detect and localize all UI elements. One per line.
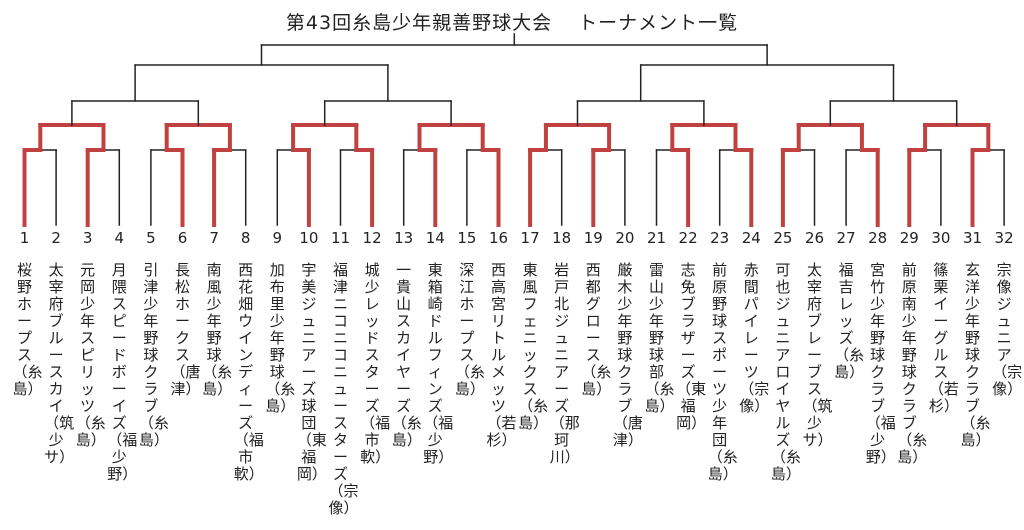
team-name: 西花畑ウインディーズ（福市軟）: [233, 261, 264, 483]
tournament-name: 第43回糸島少年親善野球大会: [285, 12, 553, 34]
team-name: 宮竹少年野球クラブ（福少野）: [865, 261, 896, 466]
team-number: 25: [773, 229, 793, 247]
team-number: 19: [583, 229, 603, 247]
team-name: 加布里少年野球（糸島）: [265, 261, 296, 415]
team-number: 10: [299, 229, 319, 247]
team-number: 8: [240, 229, 251, 247]
team-name: 太宰府ブレーブス（筑少サ）: [802, 261, 833, 449]
team-name: 元岡少年スピリッツ（糸島）: [75, 261, 106, 449]
team-name: 桜野ホープス（糸島）: [12, 261, 43, 398]
team-number: 18: [552, 229, 572, 247]
team-number: 17: [520, 229, 540, 247]
team-number: 16: [488, 229, 509, 247]
team-number: 27: [836, 229, 856, 247]
team-number: 21: [646, 229, 667, 247]
team-number: 23: [710, 229, 730, 247]
bracket-subtitle: トーナメント一覧: [578, 12, 739, 34]
team-name: 東箱崎ドルフィンズ（福少野）: [423, 261, 454, 466]
team-number: 13: [394, 229, 414, 247]
team-name: 赤間パイレーツ（宗像）: [739, 261, 770, 415]
team-name: 西高宮リトルメッツ（若杉）: [486, 261, 517, 449]
team-number: 12: [362, 229, 382, 247]
team-number: 9: [272, 229, 283, 247]
team-name: 篠栗イーグルス（若杉）: [928, 261, 959, 415]
team-name: 引津少年野球クラブ（糸島）: [138, 261, 169, 449]
team-number: 22: [678, 229, 698, 247]
team-name: 岩戸北ジュニアーズ（那珂川）: [549, 261, 580, 466]
team-number: 24: [741, 229, 761, 247]
team-number: 11: [330, 229, 351, 247]
team-name: 西都グロース（糸島）: [581, 261, 612, 398]
team-number: 32: [994, 229, 1014, 247]
team-name: 前原南少年野球クラブ（糸島）: [897, 261, 928, 466]
team-name: 福津ニコニコニュースターズ（宗像）: [328, 261, 359, 517]
team-number: 20: [615, 229, 635, 247]
team-number: 7: [209, 229, 219, 247]
team-number: 14: [425, 229, 445, 247]
team-number: 26: [804, 229, 825, 247]
team-number: 2: [51, 229, 61, 247]
team-number: 4: [114, 229, 125, 247]
team-name: 前原野球スポーツ少年団（糸島）: [707, 261, 738, 483]
team-number: 30: [931, 229, 951, 247]
team-name: 宇美ジュニアーズ球団（東福岡）: [296, 261, 327, 483]
team-number: 29: [899, 229, 919, 247]
team-name: 一貴山スカイヤーズ（糸島）: [391, 261, 422, 449]
team-number: 6: [177, 229, 188, 247]
team-number: 5: [146, 229, 156, 247]
team-name: 福吉レッズ（糸島）: [834, 261, 865, 381]
team-name: 厳木少年野球クラブ（唐津）: [612, 261, 643, 449]
team-name: 城少レッドスターズ（福市軟）: [360, 261, 391, 466]
team-name: 太宰府ブルースカイ（筑少サ）: [44, 261, 75, 466]
team-name: 東風フェニックス（糸島）: [518, 261, 549, 432]
team-name: 雷山少年野球部（糸島）: [644, 261, 675, 415]
page-title: 第43回糸島少年親善野球大会 トーナメント一覧: [0, 8, 1024, 35]
team-number: 28: [868, 229, 888, 247]
team-number: 15: [457, 229, 477, 247]
team-number: 3: [82, 229, 93, 247]
team-number: 31: [962, 229, 983, 247]
team-name: 南風少年野球（糸島）: [202, 261, 233, 398]
team-name: 志免ブラザーズ（東福岡）: [676, 261, 707, 432]
team-name: 長松ホークス（唐津）: [170, 261, 201, 398]
team-name: 宗像ジュニア（宗像）: [992, 261, 1023, 398]
team-name: 玄洋少年野球クラブ（糸島）: [960, 261, 991, 449]
team-name: 可也ジュニアロイヤルズ（糸島）: [770, 261, 801, 483]
team-name: 月隈スピードボーイズ（福少野）: [107, 261, 138, 483]
team-name: 深江ホープス（糸島）: [454, 261, 485, 398]
team-number: 1: [19, 229, 30, 247]
